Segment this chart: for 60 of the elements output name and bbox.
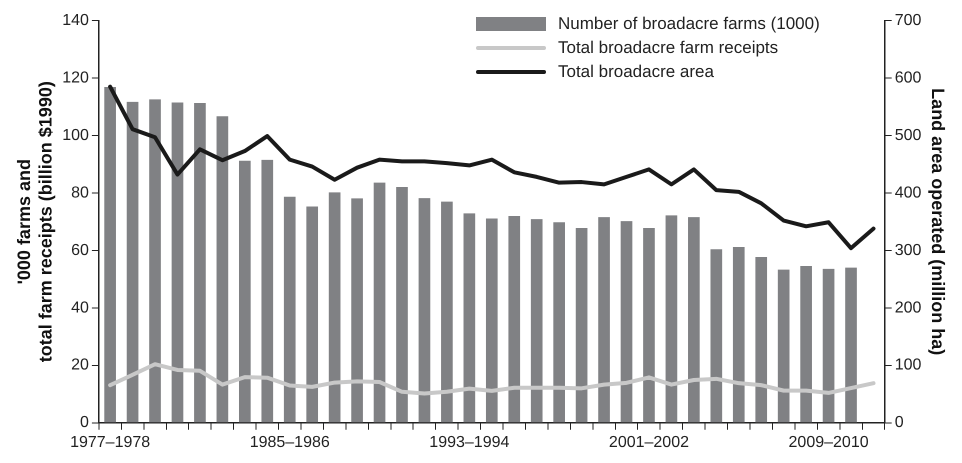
bar <box>464 213 476 422</box>
bar <box>553 222 565 422</box>
bar <box>149 99 161 422</box>
bar <box>126 102 138 422</box>
legend-label: Total broadacre farm receipts <box>558 37 778 59</box>
bar <box>822 268 834 422</box>
y2-tick-label: 700 <box>894 12 922 30</box>
bar <box>374 182 386 422</box>
y-tick-label: 60 <box>71 242 89 259</box>
y-tick-label: 40 <box>71 299 89 316</box>
y2-tick-label: 400 <box>894 184 922 202</box>
bar <box>284 196 296 422</box>
y2-axis-title: Land area operated (million ha) <box>928 88 948 356</box>
bar <box>441 202 453 422</box>
y-tick-label: 120 <box>62 69 89 86</box>
y-tick-label: 100 <box>62 126 89 144</box>
bar <box>620 221 632 422</box>
x-tick-label: 1977–1978 <box>70 434 150 451</box>
bar <box>261 160 274 422</box>
x-tick-label: 1993–1994 <box>429 434 510 451</box>
bar <box>800 266 812 422</box>
bar <box>666 215 678 422</box>
bar <box>598 217 610 422</box>
bar <box>755 257 768 422</box>
bar <box>418 198 430 422</box>
y-tick-label: 0 <box>80 414 89 432</box>
bar <box>216 116 228 422</box>
bar <box>710 249 722 422</box>
bar <box>486 218 498 422</box>
y2-tick-label: 0 <box>894 414 904 432</box>
x-tick-label: 2001–2002 <box>608 434 690 451</box>
bar <box>351 198 363 422</box>
bar <box>643 228 655 422</box>
y2-tick-label: 500 <box>894 126 922 144</box>
bar <box>104 86 116 422</box>
bar <box>306 206 318 422</box>
y-axis-title: '000 farms and total farm receipts (billion $1990) <box>14 81 56 362</box>
bar <box>396 186 408 422</box>
bar <box>238 160 251 422</box>
bar <box>194 103 206 422</box>
y2-tick-label: 300 <box>894 242 922 259</box>
y-tick-label: 80 <box>71 184 89 202</box>
bar <box>845 268 857 422</box>
bar <box>172 102 184 422</box>
y2-tick-label: 600 <box>894 69 922 86</box>
x-tick-label: 1985–1986 <box>250 434 330 451</box>
bar <box>576 228 588 422</box>
y2-tick-label: 200 <box>894 299 922 316</box>
bar <box>530 219 543 422</box>
bar <box>778 270 790 422</box>
bar <box>688 217 700 422</box>
legend-label: Total broadacre area <box>558 61 714 83</box>
legend-label: Number of broadacre farms (1000) <box>558 13 820 35</box>
bar <box>732 246 745 422</box>
bar <box>328 192 340 422</box>
y-tick-label: 20 <box>71 356 89 374</box>
y-tick-label: 140 <box>62 12 89 30</box>
y2-tick-label: 100 <box>894 356 922 374</box>
bar <box>508 216 520 422</box>
x-tick-label: 2009–2010 <box>788 434 869 451</box>
